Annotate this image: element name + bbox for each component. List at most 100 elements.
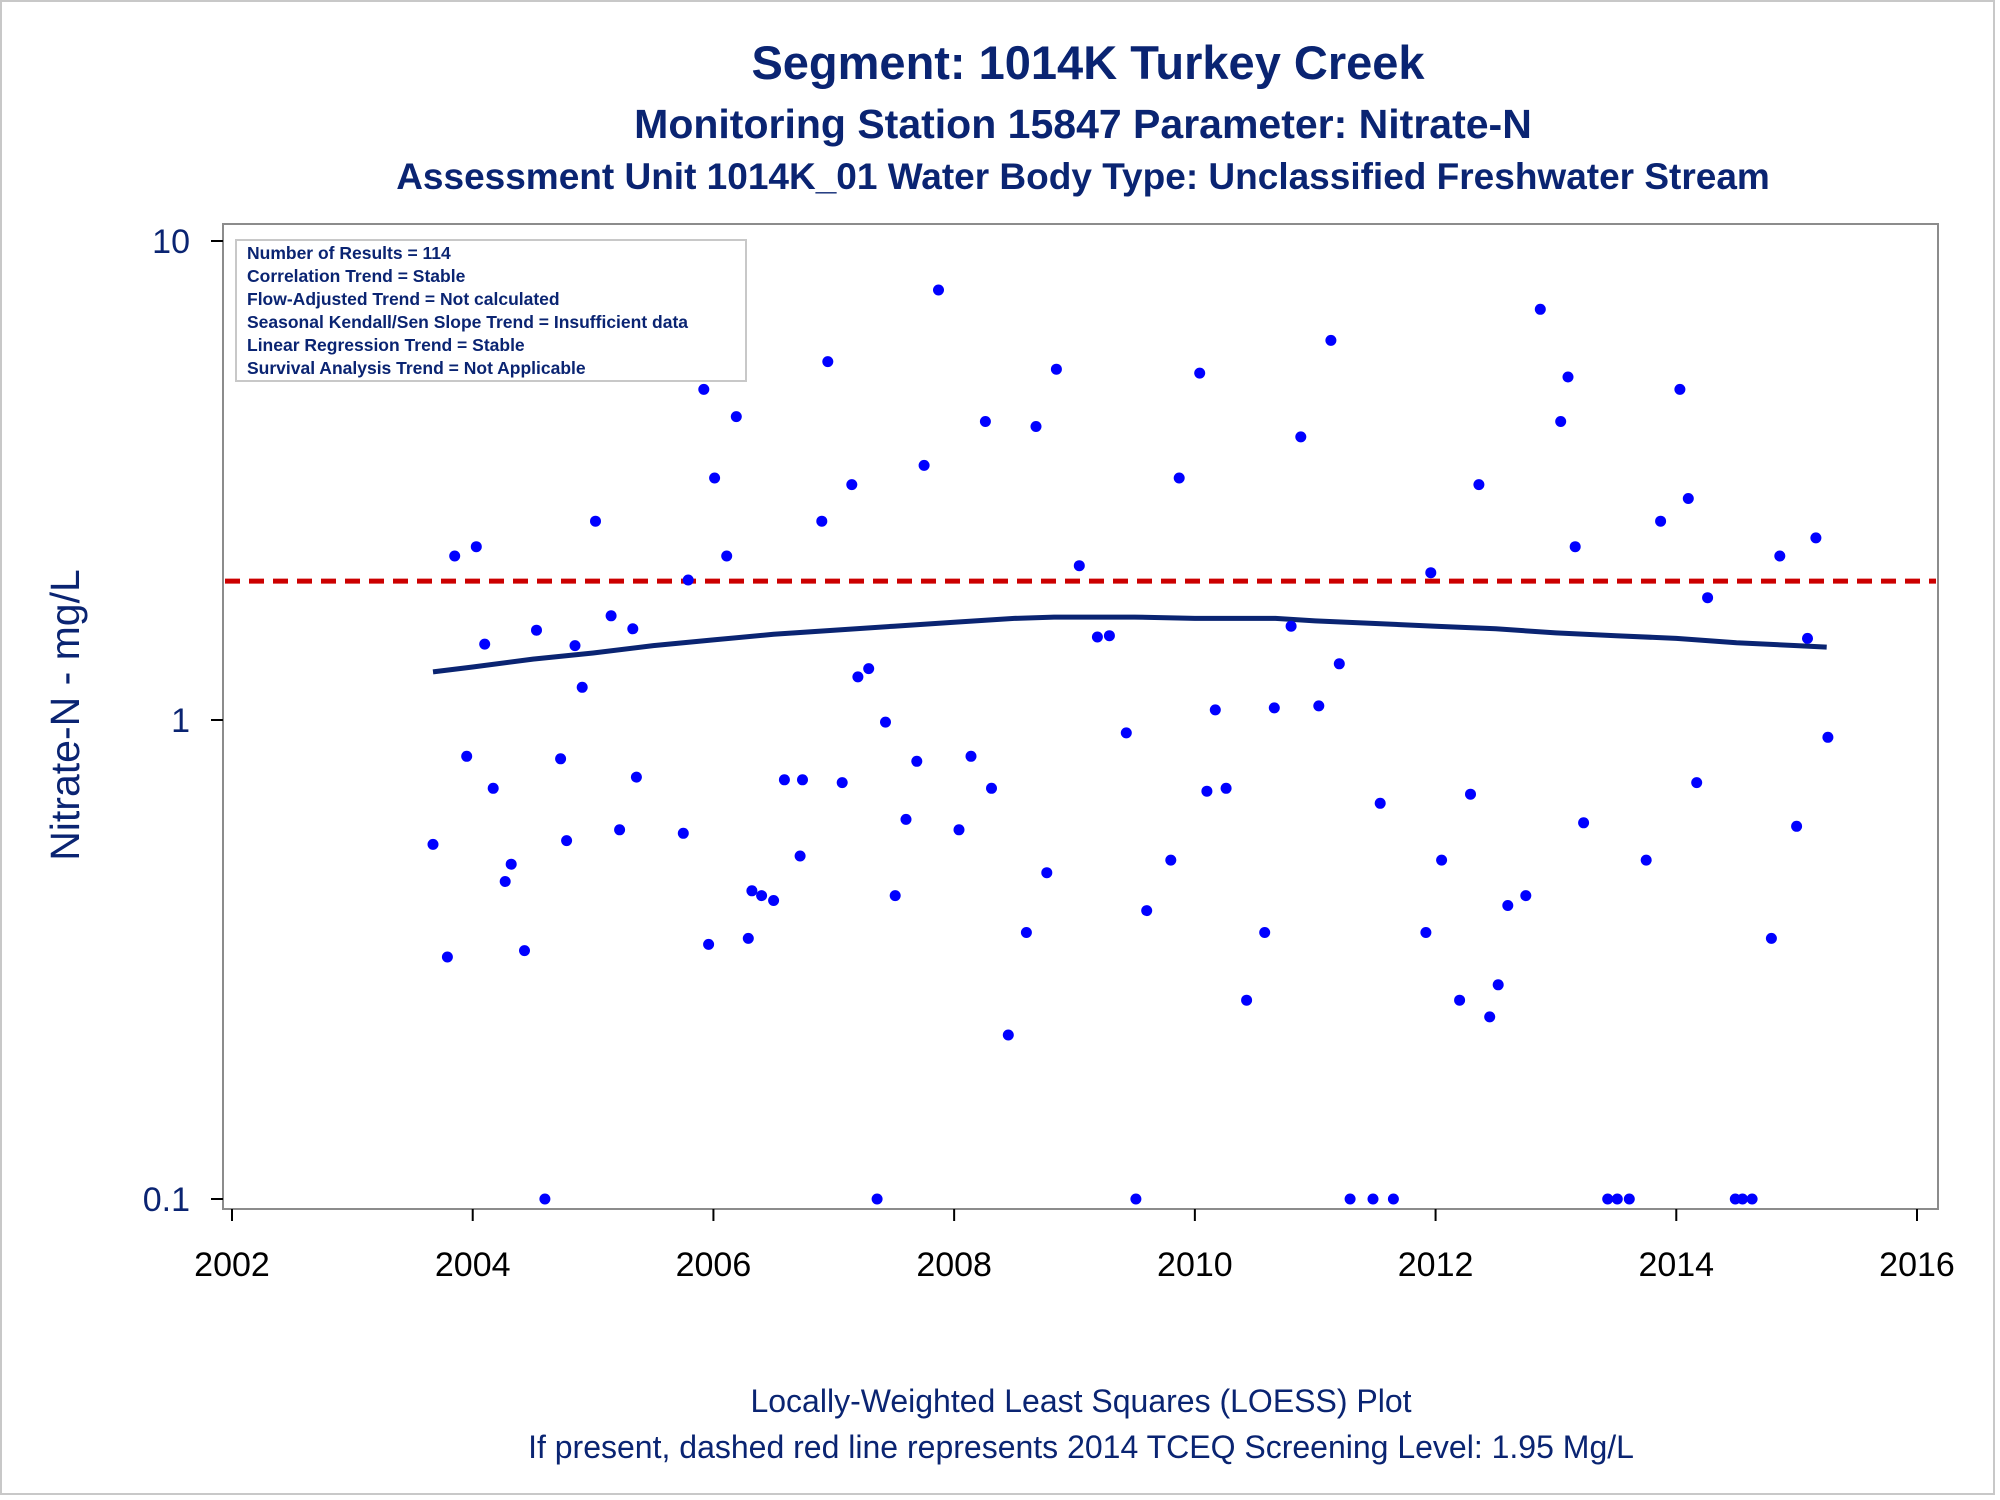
data-point xyxy=(880,716,891,728)
data-point xyxy=(1313,700,1325,712)
footnote-loess: Locally-Weighted Least Squares (LOESS) P… xyxy=(750,1383,1411,1419)
data-point xyxy=(1502,900,1514,911)
data-point xyxy=(1640,854,1652,866)
x-tick-label: 2004 xyxy=(435,1246,511,1284)
data-point xyxy=(1765,932,1777,944)
data-point xyxy=(1120,727,1132,739)
data-point xyxy=(852,671,864,683)
data-point xyxy=(1492,979,1504,991)
data-point xyxy=(1374,797,1386,809)
data-point xyxy=(1073,560,1085,572)
data-point xyxy=(742,932,754,944)
x-tick-label: 2008 xyxy=(916,1246,992,1284)
data-point xyxy=(1623,1193,1635,1205)
data-point xyxy=(470,541,482,553)
data-point xyxy=(1002,1029,1014,1041)
data-point xyxy=(1295,431,1307,443)
legend-line-correlation: Correlation Trend = Stable xyxy=(247,266,466,286)
data-point xyxy=(1425,567,1437,579)
data-point xyxy=(1802,632,1813,644)
x-tick-label: 2010 xyxy=(1157,1246,1233,1284)
data-point xyxy=(461,750,473,762)
data-point xyxy=(1534,303,1546,315)
data-point xyxy=(1165,854,1177,866)
data-point xyxy=(1555,416,1567,427)
data-point xyxy=(677,827,689,839)
data-point xyxy=(1702,592,1714,604)
data-point xyxy=(822,356,834,368)
chart-title: Segment: 1014K Turkey Creek xyxy=(751,36,1425,89)
chart-subtitle: Monitoring Station 15847 Parameter: Nitr… xyxy=(634,101,1532,147)
data-point xyxy=(965,750,977,762)
data-point xyxy=(1268,702,1280,714)
data-point xyxy=(1194,367,1206,379)
data-point xyxy=(1473,479,1485,491)
data-point xyxy=(449,550,461,562)
data-point xyxy=(539,1193,551,1205)
data-point xyxy=(1484,1011,1496,1023)
legend-line-flow-adjusted: Flow-Adjusted Trend = Not calculated xyxy=(247,289,560,309)
stats-legend: Number of Results = 114 Correlation Tren… xyxy=(235,239,747,382)
data-point xyxy=(1367,1193,1379,1205)
data-point xyxy=(1520,890,1532,902)
data-point xyxy=(933,284,944,296)
y-tick-label: 10 xyxy=(152,223,190,261)
data-point xyxy=(778,774,790,786)
data-point xyxy=(499,876,511,887)
data-point xyxy=(569,640,581,652)
data-point xyxy=(1746,1193,1758,1205)
data-point xyxy=(794,850,806,862)
data-point xyxy=(1791,820,1803,832)
data-point xyxy=(1209,704,1221,716)
data-point xyxy=(1173,472,1185,484)
data-point xyxy=(797,774,808,786)
data-point xyxy=(1737,1193,1748,1205)
data-point xyxy=(441,951,453,963)
legend-line-survival: Survival Analysis Trend = Not Applicable xyxy=(247,358,586,378)
y-axis-label: Nitrate-N - mg/L xyxy=(42,569,88,861)
data-point xyxy=(614,824,626,836)
data-point xyxy=(519,945,530,957)
data-point xyxy=(756,890,768,902)
y-tick-label: 1 xyxy=(171,702,190,740)
x-tick-label: 2014 xyxy=(1638,1246,1714,1284)
data-point xyxy=(1020,927,1032,938)
data-point xyxy=(479,638,491,650)
data-point xyxy=(698,383,710,395)
loess-trend-line xyxy=(432,614,1827,675)
data-point xyxy=(590,515,601,527)
data-point xyxy=(1103,630,1115,642)
data-point xyxy=(561,835,573,847)
legend-box xyxy=(235,239,747,382)
data-point xyxy=(846,479,858,491)
data-point xyxy=(730,411,742,423)
data-point xyxy=(1285,620,1297,632)
data-point xyxy=(1041,867,1053,879)
footnote-screening: If present, dashed red line represents 2… xyxy=(528,1429,1634,1465)
data-point xyxy=(1220,782,1232,794)
data-point xyxy=(1562,371,1574,383)
data-point xyxy=(900,813,912,825)
x-tick-label: 2016 xyxy=(1879,1246,1955,1284)
data-point xyxy=(555,753,567,765)
data-point xyxy=(1333,658,1345,670)
data-point xyxy=(1259,927,1271,938)
legend-line-linear-regression: Linear Regression Trend = Stable xyxy=(247,335,525,355)
legend-line-results: Number of Results = 114 xyxy=(247,243,451,263)
data-point xyxy=(505,858,517,870)
x-tick-label: 2006 xyxy=(676,1246,752,1284)
data-point xyxy=(721,550,733,562)
data-point xyxy=(768,895,780,906)
data-point xyxy=(1241,994,1253,1006)
data-point xyxy=(1578,817,1590,829)
y-tick-label: 0.1 xyxy=(143,1181,190,1219)
chart-subtitle-2: Assessment Unit 1014K_01 Water Body Type… xyxy=(396,156,1770,197)
data-point xyxy=(630,771,642,783)
data-point xyxy=(1611,1193,1623,1205)
data-point xyxy=(1655,515,1667,527)
x-axis: 2002 2004 2006 2008 2010 2012 2014 2016 xyxy=(194,1209,1955,1284)
data-point xyxy=(1674,383,1686,395)
data-point xyxy=(979,416,991,427)
data-point xyxy=(918,459,930,471)
